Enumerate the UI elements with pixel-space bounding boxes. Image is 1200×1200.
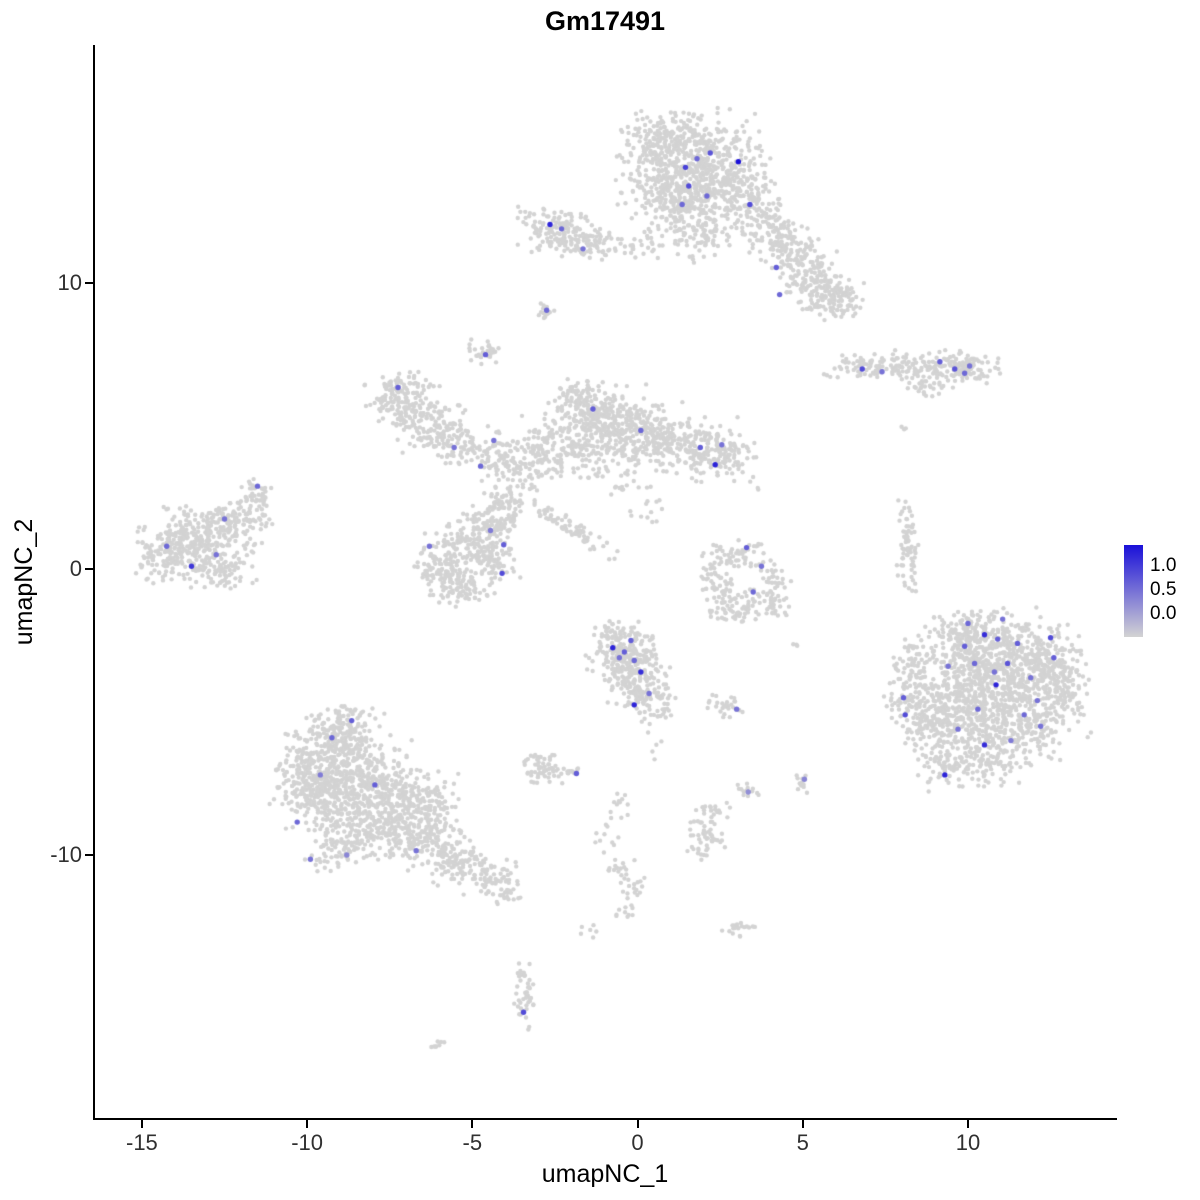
x-tick-mark [471,1120,474,1128]
y-tick-mark [85,568,93,571]
x-tick-label: -5 [462,1130,483,1155]
legend-gradient-bar [1124,545,1143,637]
x-axis-title: umapNC_1 [541,1160,669,1188]
legend-tick-label: 0.0 [1150,603,1177,624]
x-tick-mark [801,1120,804,1128]
y-tick-label: 0 [69,556,82,582]
x-tick-mark [306,1120,309,1128]
x-tick-mark [140,1120,143,1128]
x-tick-label: 5 [796,1130,809,1155]
y-tick-label: -10 [50,841,82,867]
x-tick-label: 0 [631,1130,644,1155]
legend-tick-label: 1.0 [1150,555,1177,576]
y-axis-title: umapNC_2 [10,518,38,646]
x-tick-mark [966,1120,969,1128]
plot-area [95,45,1115,1118]
plot-title: Gm17491 [544,6,666,36]
y-axis-line [93,45,95,1120]
y-tick-mark [85,853,93,856]
x-tick-label: 10 [955,1130,981,1155]
x-tick-label: -15 [126,1130,158,1155]
scatter-canvas [95,45,1115,1118]
legend-tick-label: 0.5 [1150,579,1177,600]
x-axis-line [93,1118,1117,1120]
y-tick-label: 10 [57,270,82,296]
x-tick-label: -10 [291,1130,324,1155]
color-legend: 1.0 0.5 0.0 [1124,545,1200,645]
x-tick-mark [636,1120,639,1128]
y-tick-mark [85,282,93,285]
